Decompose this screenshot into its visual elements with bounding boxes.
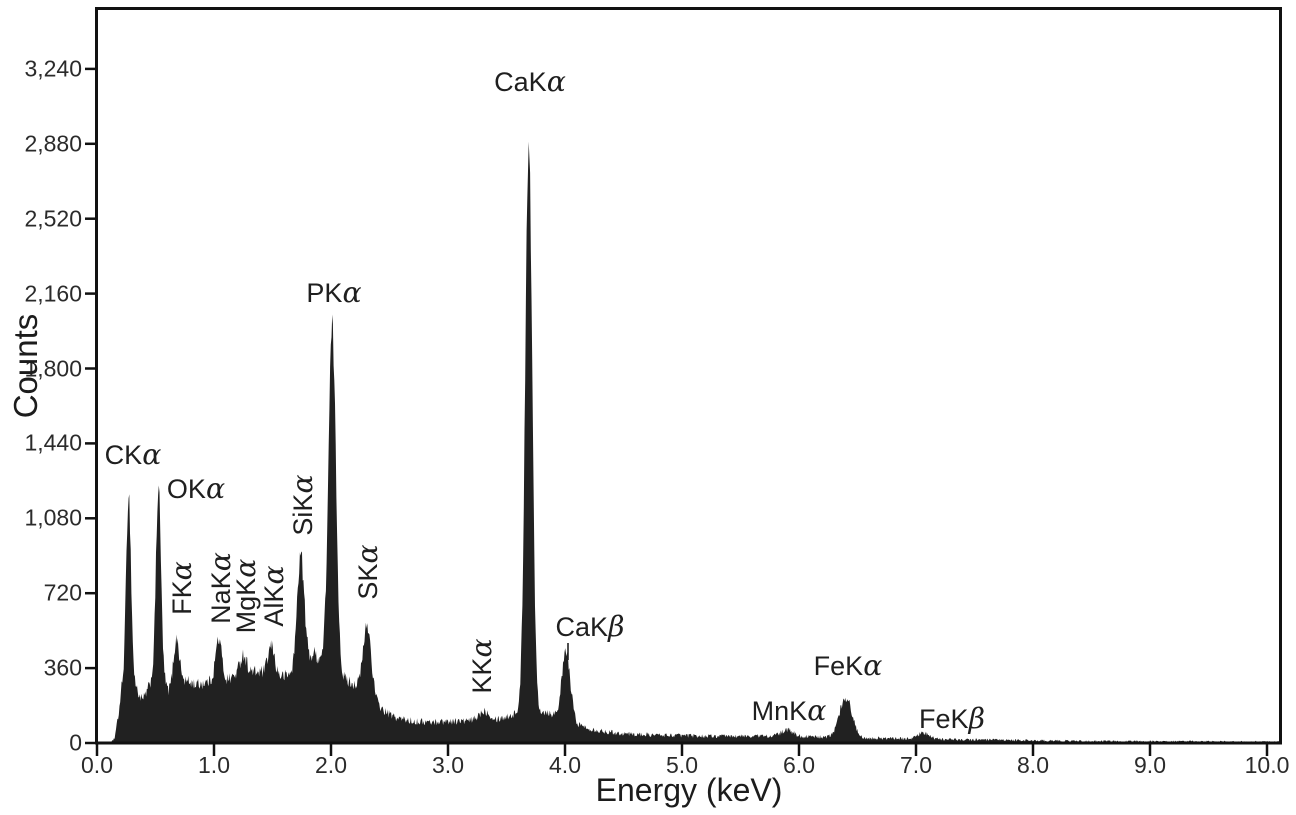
spectrum-area-series (97, 141, 1281, 744)
axis-tick-marks (85, 67, 1269, 756)
x-axis-title: Energy (keV) (595, 772, 783, 808)
plot-border (95, 7, 1282, 745)
y-axis-title: Counts (7, 313, 44, 419)
